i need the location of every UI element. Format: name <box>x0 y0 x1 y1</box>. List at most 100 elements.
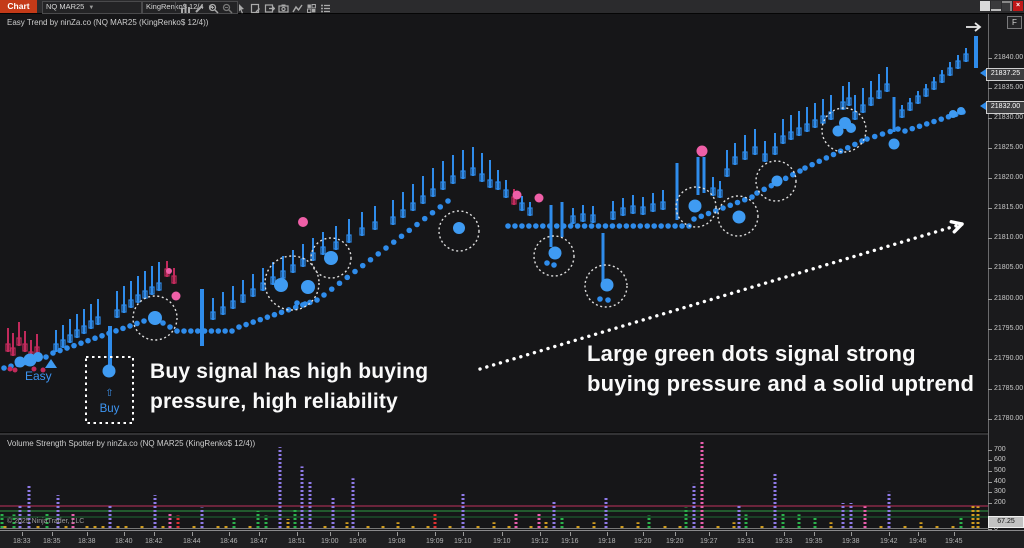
time-label[interactable]: 19:10 <box>493 538 511 545</box>
buy-signal-label: Buy <box>99 403 120 415</box>
time-label[interactable]: 19:33 <box>775 538 793 545</box>
list-icon[interactable] <box>320 1 331 13</box>
time-label[interactable]: 18:35 <box>43 538 61 545</box>
time-label[interactable]: 19:08 <box>388 538 406 545</box>
candle-body <box>346 234 352 243</box>
time-label[interactable]: 19:27 <box>700 538 718 545</box>
zoom-in-icon[interactable] <box>208 1 219 14</box>
candle-body <box>420 195 426 204</box>
candle-body <box>620 207 626 216</box>
time-tick <box>540 532 541 536</box>
time-label[interactable]: 18:46 <box>220 538 238 545</box>
right-annotation-line1: Large green dots signal strong <box>587 341 916 366</box>
trend-dot <box>43 354 49 360</box>
pencil-icon[interactable] <box>194 1 205 13</box>
time-label[interactable]: 18:40 <box>115 538 133 545</box>
instrument-dropdown[interactable]: NQ MAR25 ▼ <box>42 1 142 14</box>
trend-dot <box>181 328 187 334</box>
zoom-out-icon[interactable] <box>222 1 233 14</box>
chevron-down-icon: ▼ <box>207 5 214 11</box>
candle-body <box>610 211 616 220</box>
time-tick <box>709 532 710 536</box>
time-label[interactable]: 19:35 <box>805 538 823 545</box>
trend-dot <box>644 223 651 229</box>
time-label[interactable]: 19:18 <box>598 538 616 545</box>
time-label[interactable]: 19:20 <box>666 538 684 545</box>
cursor-icon[interactable] <box>236 1 247 14</box>
time-label[interactable]: 19:31 <box>737 538 755 545</box>
candle-body <box>487 179 493 188</box>
price-tick-label: 21820.00 <box>994 174 1024 181</box>
volume-chart[interactable] <box>0 435 988 530</box>
candle-body <box>931 81 937 90</box>
buy-signal-dot <box>324 251 338 265</box>
time-label[interactable]: 19:42 <box>880 538 898 545</box>
price-tag: 21837.25 <box>986 68 1024 81</box>
time-tick <box>435 532 436 536</box>
time-label[interactable]: 18:38 <box>78 538 96 545</box>
line-chart-icon[interactable] <box>292 1 303 13</box>
price-chart[interactable] <box>0 14 988 432</box>
candle-body <box>53 343 59 352</box>
value-axis[interactable] <box>988 14 1024 530</box>
candle-body <box>74 329 80 338</box>
toolbar-separator <box>175 2 176 11</box>
trend-arrow <box>478 222 964 371</box>
time-label[interactable]: 19:09 <box>426 538 444 545</box>
time-label[interactable]: 19:10 <box>454 538 472 545</box>
bear-dot <box>31 366 37 372</box>
candle-body <box>503 189 509 198</box>
time-label[interactable]: 19:12 <box>531 538 549 545</box>
price-tick-label: 21825.00 <box>994 144 1024 151</box>
time-label[interactable]: 19:16 <box>561 538 579 545</box>
tab-chart[interactable]: Chart <box>0 0 37 13</box>
time-label[interactable]: 19:45 <box>945 538 963 545</box>
trend-dot <box>816 158 823 165</box>
trend-dot <box>167 324 173 330</box>
time-label[interactable]: 18:33 <box>13 538 31 545</box>
close-button[interactable]: × <box>1013 1 1023 11</box>
time-label[interactable]: 19:38 <box>842 538 860 545</box>
candle-body <box>752 146 758 155</box>
time-label[interactable]: 19:20 <box>634 538 652 545</box>
pop-out-button[interactable] <box>1002 1 1012 11</box>
price-tick-label: 21785.00 <box>994 385 1024 392</box>
volume-tick-label: 300 <box>994 488 1006 495</box>
time-axis[interactable]: 18:33 18:35 18:38 18:40 18:42 18:44 18:46 18:47… <box>0 530 1024 548</box>
trend-dot <box>605 297 611 303</box>
candle-body <box>519 202 525 211</box>
time-label[interactable]: 18:47 <box>250 538 268 545</box>
note-icon[interactable] <box>250 1 261 14</box>
time-label[interactable]: 19:06 <box>349 538 367 545</box>
candle-body <box>876 90 882 99</box>
minimize-button[interactable] <box>980 1 990 11</box>
grid-icon[interactable] <box>306 1 317 13</box>
panel-divider[interactable] <box>0 432 988 435</box>
restore-button[interactable] <box>991 1 1001 11</box>
candle-body <box>840 101 846 110</box>
time-label[interactable]: 19:45 <box>909 538 927 545</box>
signal-highlight-circle <box>821 107 867 153</box>
time-label[interactable]: 19:00 <box>321 538 339 545</box>
time-label[interactable]: 18:44 <box>183 538 201 545</box>
time-label[interactable]: 18:42 <box>145 538 163 545</box>
price-tick <box>988 359 992 360</box>
candle-body <box>796 127 802 136</box>
price-tick-label: 21790.00 <box>994 355 1024 362</box>
volume-tick-label: 700 <box>994 446 1006 453</box>
trend-dot <box>229 328 235 334</box>
candle-body <box>95 316 101 325</box>
camera-icon[interactable] <box>278 1 289 13</box>
candle-body <box>868 97 874 106</box>
trend-dot <box>194 328 201 334</box>
bear-dot <box>7 366 13 372</box>
candle-body <box>270 276 276 285</box>
time-label[interactable]: 18:51 <box>288 538 306 545</box>
candle-body <box>250 288 256 297</box>
bar-chart-icon[interactable] <box>180 1 191 13</box>
panel-icon[interactable] <box>264 1 276 13</box>
candle-body <box>772 146 778 155</box>
price-tick-label: 21835.00 <box>994 84 1024 91</box>
axis-f-badge[interactable]: F <box>1007 16 1022 29</box>
time-tick <box>502 532 503 536</box>
